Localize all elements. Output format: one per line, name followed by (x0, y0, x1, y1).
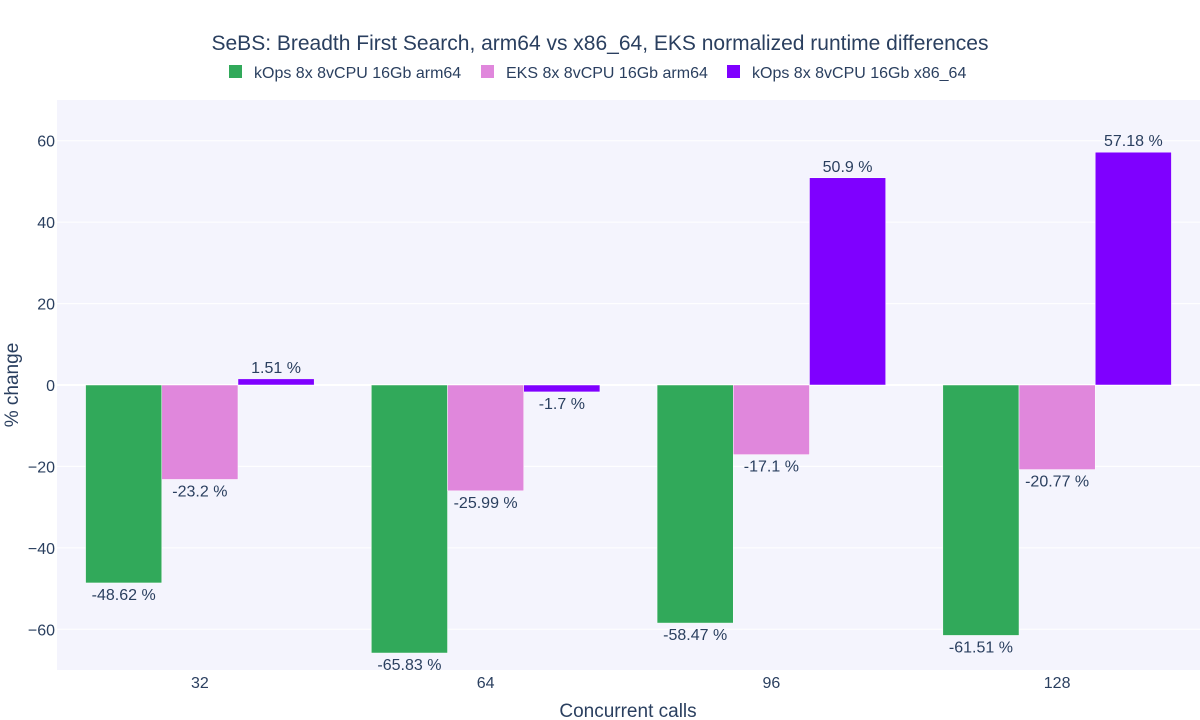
y-axis-ticks: 60 40 20 0 −20 −40 −60 (28, 134, 55, 640)
legend-swatch (727, 65, 740, 78)
bar-value-label: -48.62 % (92, 587, 156, 604)
bar (371, 384, 448, 654)
bar-value-label: -25.99 % (454, 495, 518, 512)
bar-value-label: -65.83 % (377, 657, 441, 674)
x-tick-label: 64 (477, 675, 495, 692)
bar (942, 384, 1020, 636)
y-tick-label: −40 (28, 541, 55, 558)
bar (161, 384, 239, 480)
bar (1094, 151, 1172, 386)
y-tick-label: −20 (28, 459, 55, 476)
y-axis-title: % change (2, 343, 23, 428)
bar-value-label: -61.51 % (949, 639, 1013, 656)
bar-value-label: 1.51 % (251, 360, 301, 377)
y-tick-label: 20 (37, 297, 55, 314)
legend: kOps 8x 8vCPU 16Gb arm64 EKS 8x 8vCPU 16G… (229, 65, 966, 82)
bar (809, 177, 886, 386)
chart-title: SeBS: Breadth First Search, arm64 vs x86… (212, 32, 989, 55)
y-tick-label: 60 (37, 134, 55, 151)
y-tick-label: 0 (46, 378, 55, 395)
y-tick-label: −60 (28, 622, 55, 639)
x-tick-label: 128 (1044, 675, 1071, 692)
bars-group (85, 151, 1172, 654)
bar (447, 384, 524, 492)
bar-value-label: -17.1 % (744, 459, 799, 476)
x-axis-ticks: 32 64 96 128 (191, 675, 1071, 692)
bar (237, 378, 315, 386)
bar (1018, 384, 1096, 470)
bar (523, 384, 601, 393)
bar-value-label: -23.2 % (172, 483, 227, 500)
x-tick-label: 32 (191, 675, 209, 692)
y-tick-label: 40 (37, 215, 55, 232)
x-tick-label: 96 (762, 675, 780, 692)
legend-label: EKS 8x 8vCPU 16Gb arm64 (506, 65, 708, 82)
legend-swatch (229, 65, 242, 78)
bar (85, 384, 163, 584)
legend-swatch (481, 65, 494, 78)
bar-value-label: -20.77 % (1025, 474, 1089, 491)
legend-label: kOps 8x 8vCPU 16Gb arm64 (254, 65, 461, 82)
bar-value-label: 50.9 % (823, 159, 873, 176)
bar-value-label: -1.7 % (539, 396, 585, 413)
legend-label: kOps 8x 8vCPU 16Gb x86_64 (752, 65, 966, 82)
bar (733, 384, 810, 455)
bar (656, 384, 734, 624)
bar-value-label: -58.47 % (663, 627, 727, 644)
x-axis-title: Concurrent calls (559, 701, 696, 720)
bar-labels-group: -48.62 % -23.2 % 1.51 % -65.83 % -25.99 % -1.… (92, 133, 1163, 674)
bar-value-label: 57.18 % (1104, 133, 1163, 150)
